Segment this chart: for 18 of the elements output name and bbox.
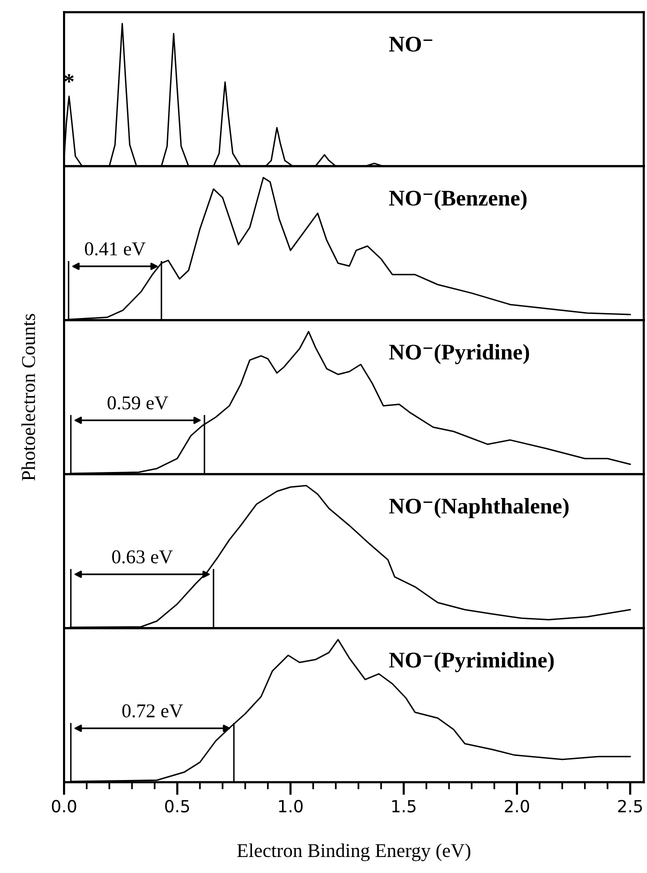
annotation: 0.72 eV [122,704,183,718]
series-label: NO⁻(Pyrimidine) [389,652,554,672]
x-tick-label: 2.5 [618,800,642,812]
x-axis-title: Electron Binding Energy (eV) [237,843,470,862]
series-label: NO⁻(Benzene) [389,190,527,210]
text: NO⁻ [389,36,432,52]
x-tick-label: 2.0 [504,800,530,812]
x-tick-label: 0.0 [52,800,76,812]
annotation: * [64,74,74,83]
x-tick-label: 0.5 [165,800,190,812]
y-axis-title: Photoelectron Counts [21,314,36,481]
x-tick-label: 1.0 [279,800,303,812]
annotation: 0.63 eV [112,550,173,564]
x-tick-label: 1.5 [392,800,416,812]
annotation: 0.59 eV [108,396,168,410]
annotation: 0.41 eV [84,242,146,256]
series-label: NO⁻(Pyridine) [389,344,530,364]
series-label: NO⁻(Naphthalene) [389,498,569,518]
